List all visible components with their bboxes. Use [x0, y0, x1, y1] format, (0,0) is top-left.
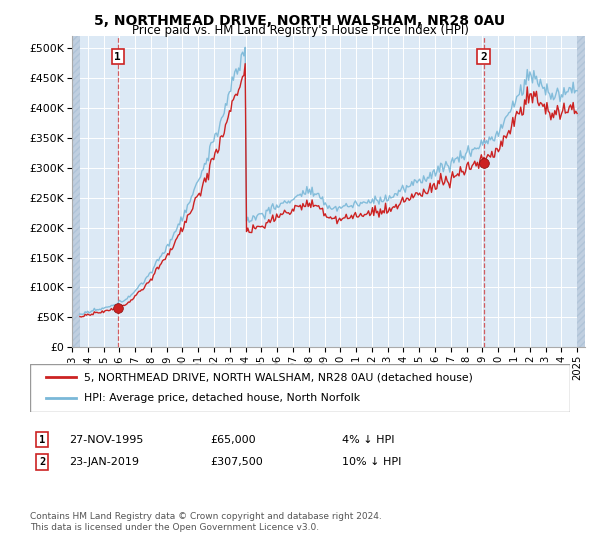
- Text: 1: 1: [115, 52, 121, 62]
- Bar: [577, 36, 585, 347]
- Text: HPI: Average price, detached house, North Norfolk: HPI: Average price, detached house, Nort…: [84, 393, 360, 403]
- Text: 23-JAN-2019: 23-JAN-2019: [69, 457, 139, 467]
- Text: Contains HM Land Registry data © Crown copyright and database right 2024.
This d: Contains HM Land Registry data © Crown c…: [30, 512, 382, 532]
- Text: £65,000: £65,000: [210, 435, 256, 445]
- Text: 10% ↓ HPI: 10% ↓ HPI: [342, 457, 401, 467]
- Text: 1: 1: [39, 435, 45, 445]
- Text: 5, NORTHMEAD DRIVE, NORTH WALSHAM, NR28 0AU: 5, NORTHMEAD DRIVE, NORTH WALSHAM, NR28 …: [94, 14, 506, 28]
- Text: Price paid vs. HM Land Registry's House Price Index (HPI): Price paid vs. HM Land Registry's House …: [131, 24, 469, 36]
- FancyBboxPatch shape: [30, 364, 570, 412]
- Text: 27-NOV-1995: 27-NOV-1995: [69, 435, 143, 445]
- Text: 4% ↓ HPI: 4% ↓ HPI: [342, 435, 395, 445]
- Text: £307,500: £307,500: [210, 457, 263, 467]
- Text: 5, NORTHMEAD DRIVE, NORTH WALSHAM, NR28 0AU (detached house): 5, NORTHMEAD DRIVE, NORTH WALSHAM, NR28 …: [84, 372, 473, 382]
- Text: 2: 2: [39, 457, 45, 467]
- Bar: [72, 36, 80, 347]
- Text: 2: 2: [480, 52, 487, 62]
